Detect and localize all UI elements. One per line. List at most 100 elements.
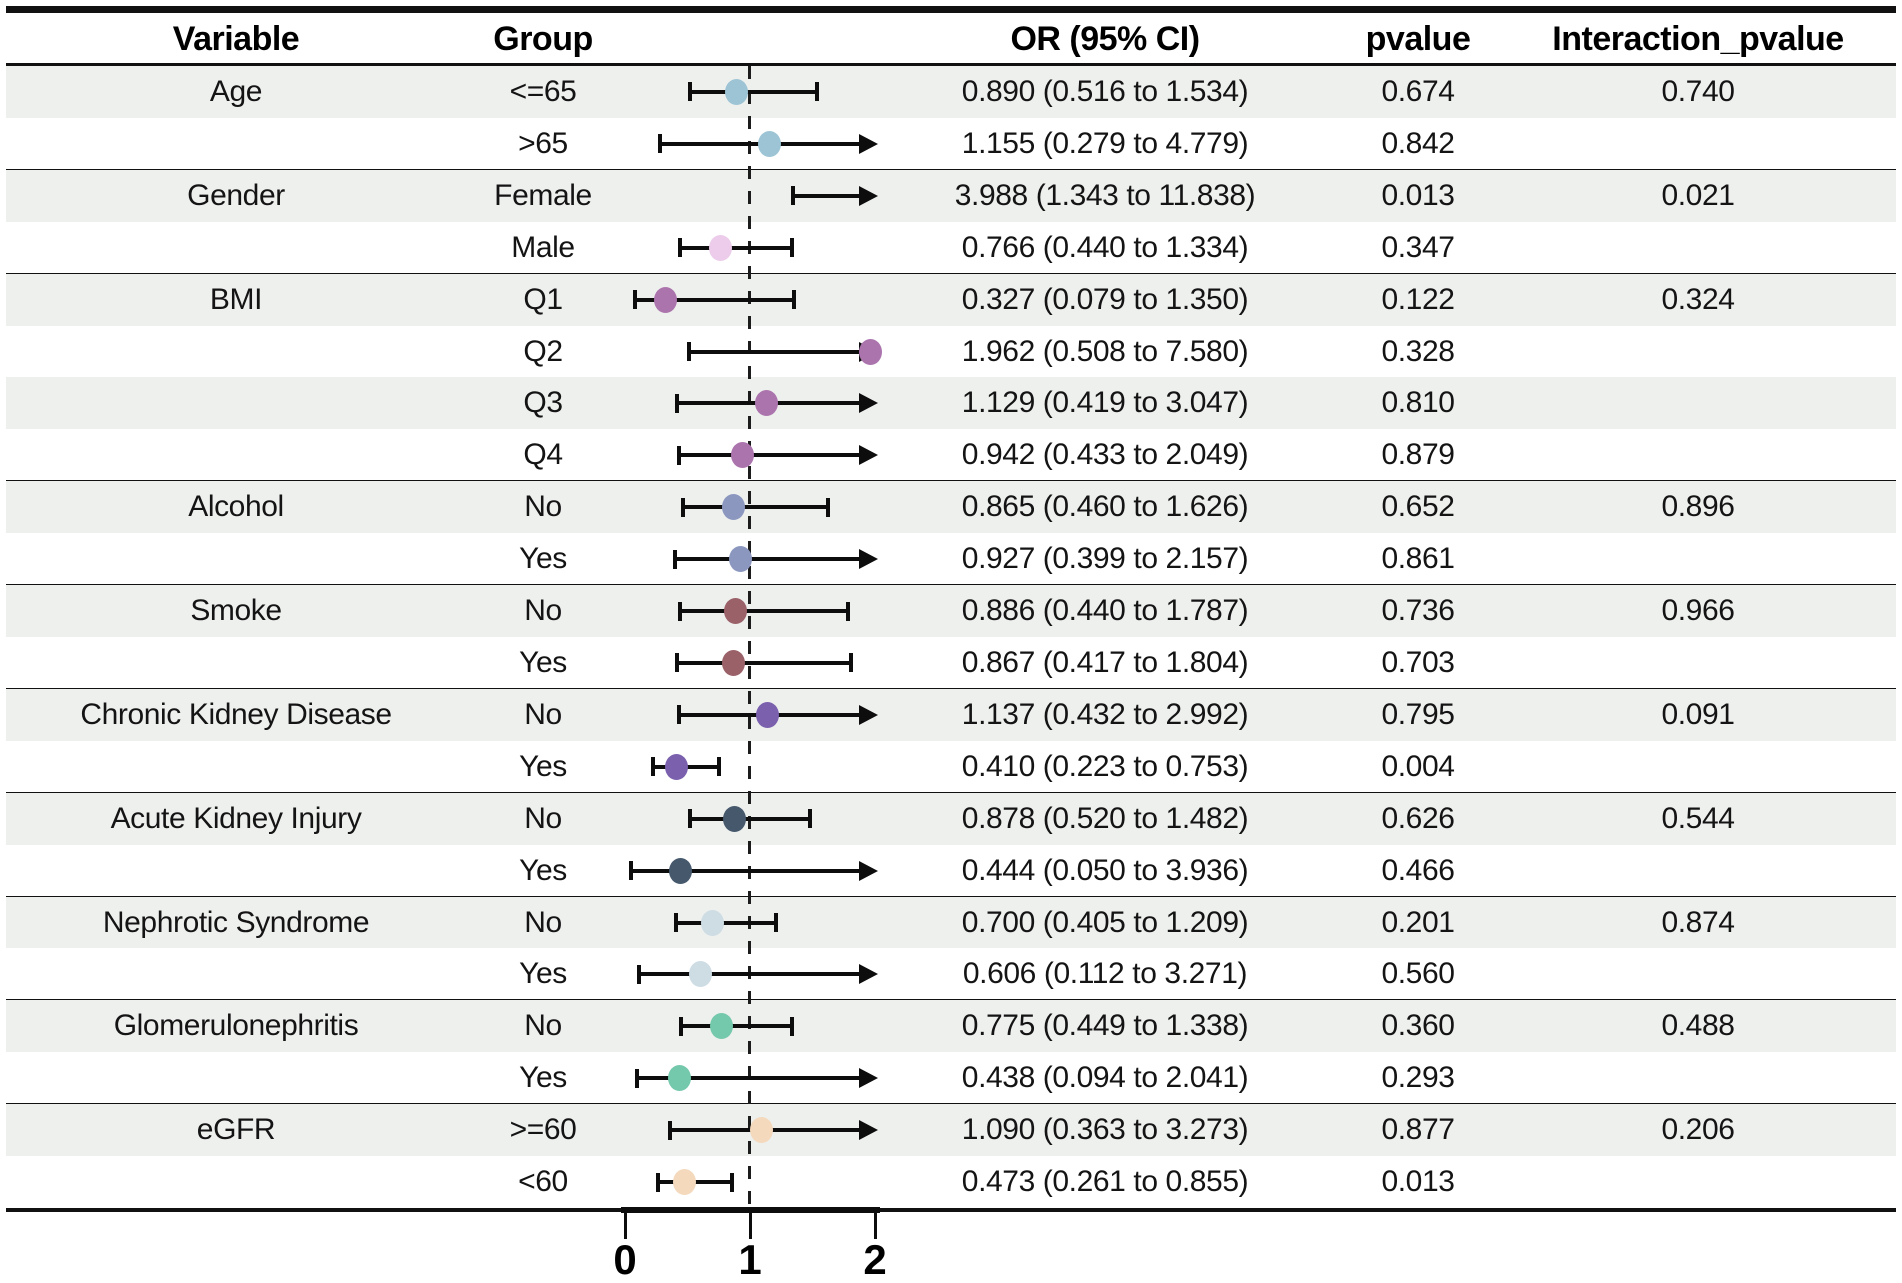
group-cell: No: [524, 905, 562, 939]
ci-line: [634, 297, 794, 302]
or-point-marker: [754, 390, 778, 417]
table-row: [6, 896, 1896, 949]
or-point-marker: [710, 1013, 734, 1040]
ci-cap-left: [790, 186, 795, 206]
x-axis-tick-label-2: 2: [863, 1236, 887, 1283]
table-row: [6, 1104, 1896, 1157]
interaction-pvalue-cell: 0.206: [1661, 1113, 1735, 1147]
variable-cell: Alcohol: [188, 490, 284, 524]
or-ci-cell: 0.700 (0.405 to 1.209): [961, 905, 1249, 939]
ci-clip-arrow-right-icon: [859, 445, 878, 466]
group-cell: No: [524, 594, 562, 628]
group-cell: >=60: [509, 1113, 577, 1147]
ci-line: [680, 245, 792, 250]
interaction-pvalue-cell: 0.740: [1661, 75, 1735, 108]
group-cell: Q4: [523, 438, 563, 472]
group-cell: Q2: [523, 334, 563, 368]
table-row: [6, 169, 1896, 222]
pvalue-cell: 0.347: [1381, 230, 1455, 264]
variable-cell: eGFR: [196, 1113, 276, 1147]
or-point-marker: [731, 442, 755, 469]
ci-clip-arrow-right-icon: [859, 393, 878, 414]
ci-cap-left: [677, 705, 681, 725]
pvalue-cell: 0.842: [1381, 126, 1455, 160]
ci-clip-arrow-right-icon: [859, 549, 878, 570]
group-cell: Yes: [519, 1061, 567, 1095]
top-border: [6, 6, 1896, 13]
ci-line: [680, 609, 849, 614]
ci-cap-right: [814, 82, 819, 102]
or-point-marker: [709, 234, 733, 261]
table-row: [6, 325, 1896, 378]
variable-cell: BMI: [209, 282, 263, 316]
ci-cap-left: [650, 757, 655, 777]
interaction-pvalue-cell: 0.021: [1661, 178, 1735, 212]
table-row: [6, 533, 1896, 586]
or-ci-cell: 3.988 (1.343 to 11.838): [954, 178, 1256, 212]
x-axis-tick-2: [874, 1212, 877, 1239]
table-row: [6, 377, 1896, 430]
ci-line: [689, 89, 817, 94]
group-cell: Female: [494, 178, 592, 212]
or-point-marker: [757, 130, 781, 157]
interaction-pvalue-cell: 0.488: [1661, 1009, 1735, 1043]
group-cell: <60: [518, 1165, 568, 1199]
ci-line: [639, 972, 860, 977]
group-cell: Male: [511, 230, 575, 264]
table-row: [6, 1052, 1896, 1105]
interaction-pvalue-cell: 0.874: [1661, 905, 1735, 939]
ci-cap-right: [729, 1172, 734, 1192]
ci-cap-right: [848, 653, 853, 673]
pvalue-cell: 0.626: [1381, 801, 1455, 835]
ci-cap-right: [808, 809, 813, 829]
or-point-marker: [858, 338, 882, 365]
pvalue-cell: 0.861: [1381, 542, 1455, 576]
x-axis-tick-0: [624, 1212, 627, 1239]
variable-cell: Glomerulonephritis: [113, 1009, 359, 1043]
ci-cap-left: [672, 549, 677, 569]
pvalue-cell: 0.810: [1381, 386, 1455, 420]
pvalue-cell: 0.674: [1381, 75, 1455, 108]
interaction-pvalue-cell: 0.544: [1661, 801, 1735, 835]
or-ci-cell: 0.438 (0.094 to 2.041): [961, 1061, 1249, 1095]
pvalue-cell: 0.877: [1381, 1113, 1455, 1147]
ci-cap-right: [846, 601, 851, 621]
ci-cap-left: [637, 964, 641, 984]
or-point-marker: [723, 805, 747, 832]
pvalue-cell: 0.013: [1381, 178, 1455, 212]
ci-cap-left: [634, 1068, 639, 1088]
ci-cap-left: [668, 1120, 673, 1140]
ci-line: [688, 349, 860, 354]
group-cell: Yes: [519, 853, 567, 887]
ci-line: [675, 920, 777, 925]
table-row: [6, 429, 1896, 482]
pvalue-cell: 0.736: [1381, 594, 1455, 628]
ci-cap-left: [678, 238, 682, 258]
table-row: [6, 688, 1896, 741]
pvalue-cell: 0.795: [1381, 697, 1455, 731]
or-ci-cell: 1.155 (0.279 to 4.779): [961, 126, 1249, 160]
variable-cell: Smoke: [190, 594, 282, 628]
ci-clip-arrow-right-icon: [859, 964, 878, 985]
group-cell: No: [524, 490, 562, 524]
pvalue-cell: 0.122: [1381, 282, 1455, 316]
ci-cap-right: [791, 290, 796, 310]
pvalue-cell: 0.703: [1381, 646, 1455, 679]
or-ci-cell: 0.473 (0.261 to 0.855): [961, 1165, 1249, 1199]
table-row: [6, 585, 1896, 637]
header-separator: [6, 63, 1896, 66]
table-row: [6, 66, 1896, 118]
ci-line: [681, 1024, 793, 1029]
variable-cell: Acute Kidney Injury: [110, 801, 362, 835]
or-point-marker: [755, 701, 779, 728]
pvalue-cell: 0.560: [1381, 957, 1455, 991]
ci-clip-arrow-right-icon: [859, 185, 878, 206]
ci-line: [636, 1076, 860, 1081]
or-ci-cell: 0.606 (0.112 to 3.271): [962, 957, 1248, 991]
table-row: [6, 1000, 1896, 1053]
or-ci-cell: 0.775 (0.449 to 1.338): [961, 1009, 1249, 1043]
or-ci-cell: 0.927 (0.399 to 2.157): [961, 542, 1249, 576]
or-point-marker: [724, 598, 748, 625]
variable-cell: Gender: [187, 178, 285, 212]
